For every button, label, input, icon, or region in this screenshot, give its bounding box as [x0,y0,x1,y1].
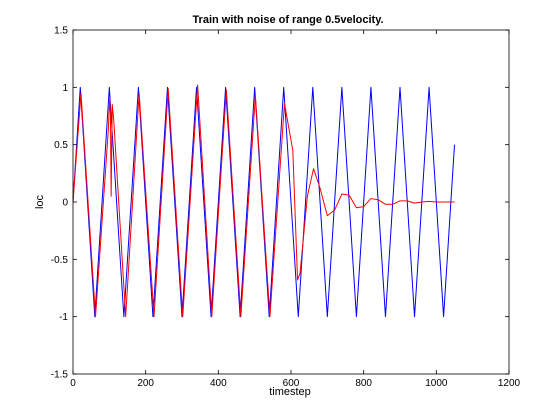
y-tick-label: -0.5 [51,255,69,266]
x-tick-label: 1000 [425,378,448,389]
y-tick-label: 1.5 [54,26,68,37]
y-tick-label: 0.5 [54,140,68,151]
series-line-1 [72,84,455,318]
x-tick-label: 1200 [498,378,521,389]
x-tick-label: 200 [137,378,154,389]
y-axis-label: loc [34,194,46,209]
chart-title: Train with noise of range 0.5velocity. [192,14,383,26]
y-tick-label: -1 [59,312,68,323]
x-axis-label: timestep [269,386,311,398]
x-tick-label: 400 [210,378,227,389]
x-tick-label: 0 [70,378,76,389]
x-tick-label: 600 [283,378,300,389]
y-tick-label: 1 [62,83,68,94]
y-tick-label: 0 [62,198,68,209]
plot-area: 0 200 400 600 800 1000 1200 -1.5 -1 -0.5 0 0.5 1 1.5 [51,26,521,390]
y-tick-label: -1.5 [51,370,69,381]
x-tick-label: 800 [355,378,372,389]
